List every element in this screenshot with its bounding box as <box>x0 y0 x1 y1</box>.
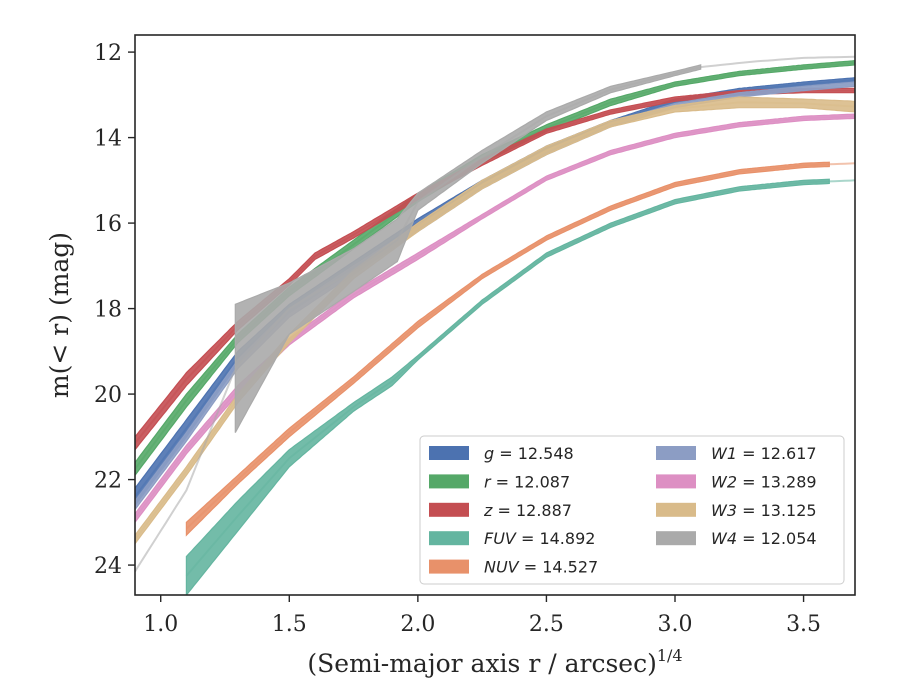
series-w4-band <box>234 64 702 433</box>
x-tick-label: 3.5 <box>786 612 821 637</box>
x-tick-label: 1.0 <box>143 612 178 637</box>
legend-swatch <box>656 446 696 460</box>
series-nuv <box>185 161 855 537</box>
legend-label: NUV = 14.527 <box>484 558 598 577</box>
legend-swatch <box>656 502 696 517</box>
legend-item-nuv: NUV = 14.527 <box>429 558 598 577</box>
legend-item-r: r = 12.087 <box>429 472 570 491</box>
x-axis-label-text: (Semi-major axis r / arcsec) <box>307 649 656 678</box>
legend-swatch <box>429 502 469 517</box>
legend-label: W2 = 13.289 <box>711 472 817 491</box>
legend-label: g = 12.548 <box>484 444 574 463</box>
series-nuv-band <box>185 161 830 537</box>
legend: g = 12.548 r = 12.087 z = 12.887 FUV = 14.8… <box>419 435 845 585</box>
legend-item-g: g = 12.548 <box>429 444 574 463</box>
x-tick-label: 3.0 <box>658 612 693 637</box>
x-tick-label: 2.5 <box>529 612 564 637</box>
legend-swatch <box>429 559 469 574</box>
legend-item-fuv: FUV = 14.892 <box>429 529 595 548</box>
legend-swatch <box>429 446 469 460</box>
x-axis-label-exponent: 1/4 <box>657 646 683 665</box>
x-axis-label: (Semi-major axis r / arcsec)1/4 <box>307 646 682 678</box>
legend-label: W1 = 12.617 <box>711 444 817 463</box>
series-w2-band <box>135 113 855 524</box>
legend-label: W3 = 13.125 <box>711 501 817 520</box>
legend-label: W4 = 12.054 <box>711 529 817 548</box>
legend-swatch <box>429 474 469 489</box>
legend-label: z = 12.887 <box>483 501 572 520</box>
series-fuv <box>185 178 855 595</box>
legend-label: r = 12.087 <box>484 472 570 491</box>
series-fuv-band <box>185 178 830 595</box>
legend-item-w3: W3 = 13.125 <box>656 501 817 520</box>
x-axis-ticks: 1.0 1.5 2.0 2.5 3.0 3.5 <box>143 595 821 637</box>
legend-label: FUV = 14.892 <box>484 529 595 548</box>
legend-swatch <box>656 474 696 489</box>
legend-frame <box>419 435 845 585</box>
legend-item-w1: W1 = 12.617 <box>656 444 817 463</box>
legend-item-w2: W2 = 13.289 <box>656 472 817 491</box>
series-w4 <box>135 55 855 573</box>
y-axis-ticks: 12 14 16 18 20 22 24 <box>94 41 135 579</box>
x-tick-label: 1.5 <box>272 612 307 637</box>
legend-item-z: z = 12.887 <box>429 501 572 520</box>
y-tick-label: 16 <box>94 212 122 237</box>
legend-item-w4: W4 = 12.054 <box>656 529 817 548</box>
legend-swatch <box>429 531 469 546</box>
y-tick-label: 18 <box>94 298 122 323</box>
y-tick-label: 12 <box>94 41 122 66</box>
y-tick-label: 22 <box>94 469 122 494</box>
y-tick-label: 20 <box>94 383 122 408</box>
x-tick-label: 2.0 <box>400 612 435 637</box>
y-axis-label: m(< r) (mag) <box>45 232 74 398</box>
y-tick-label: 14 <box>94 127 122 152</box>
series-z-band <box>135 87 855 451</box>
y-tick-label: 24 <box>94 554 122 579</box>
series-layer <box>135 55 855 595</box>
plot-frame <box>134 34 856 596</box>
legend-swatch <box>656 531 696 546</box>
